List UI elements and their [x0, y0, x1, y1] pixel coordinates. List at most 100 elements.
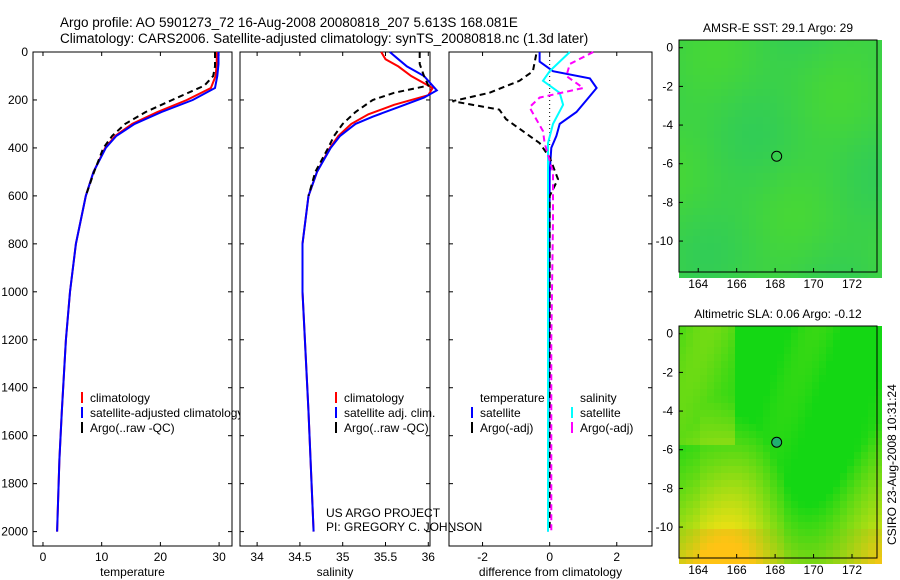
- heatmap-cell: [686, 382, 693, 389]
- heatmap-cell: [819, 403, 826, 410]
- heatmap-cell: [840, 403, 847, 410]
- heatmap-cell: [756, 326, 763, 333]
- heatmap-cell: [875, 166, 882, 173]
- heatmap-cell: [819, 117, 826, 124]
- heatmap-cell: [721, 347, 728, 354]
- heatmap-cell: [721, 326, 728, 333]
- heatmap-cell: [798, 403, 805, 410]
- heatmap-cell: [868, 459, 875, 466]
- heatmap-cell: [826, 501, 833, 508]
- heatmap-cell: [833, 417, 840, 424]
- map-title: AMSR-E SST: 29.1 Argo: 29: [703, 21, 853, 35]
- heatmap-cell: [875, 194, 882, 201]
- heatmap-cell: [693, 501, 700, 508]
- heatmap-cell: [791, 550, 798, 557]
- x-tick-label: 168: [765, 277, 785, 291]
- heatmap-cell: [840, 166, 847, 173]
- heatmap-cell: [756, 117, 763, 124]
- heatmap-cell: [728, 236, 735, 243]
- heatmap-cell: [756, 271, 763, 278]
- heatmap-cell: [868, 452, 875, 459]
- heatmap-cell: [868, 194, 875, 201]
- heatmap-cell: [784, 361, 791, 368]
- heatmap-cell: [805, 152, 812, 159]
- heatmap-cell: [707, 417, 714, 424]
- heatmap-cell: [875, 250, 882, 257]
- heatmap-cell: [840, 215, 847, 222]
- heatmap-cell: [714, 138, 721, 145]
- heatmap-cell: [847, 333, 854, 340]
- heatmap-cell: [707, 445, 714, 452]
- heatmap-cell: [728, 152, 735, 159]
- heatmap-cell: [721, 236, 728, 243]
- heatmap-cell: [861, 550, 868, 557]
- heatmap-cell: [826, 368, 833, 375]
- x-tick-label: 166: [727, 277, 747, 291]
- heatmap-cell: [784, 68, 791, 75]
- heatmap-cell: [756, 466, 763, 473]
- heatmap-cell: [763, 54, 770, 61]
- heatmap-cell: [798, 368, 805, 375]
- heatmap-cell: [833, 257, 840, 264]
- heatmap-cell: [763, 145, 770, 152]
- heatmap-cell: [700, 124, 707, 131]
- heatmap-cell: [742, 75, 749, 82]
- heatmap-cell: [770, 187, 777, 194]
- heatmap-cell: [784, 201, 791, 208]
- heatmap-cell: [735, 508, 742, 515]
- heatmap-cell: [854, 271, 861, 278]
- heatmap-cell: [875, 257, 882, 264]
- heatmap-cell: [742, 368, 749, 375]
- heatmap-cell: [686, 40, 693, 47]
- heatmap-cell: [798, 257, 805, 264]
- heatmap-cell: [805, 47, 812, 54]
- heatmap-cell: [749, 61, 756, 68]
- y-tick-label: 0: [666, 327, 673, 341]
- heatmap-cell: [805, 131, 812, 138]
- heatmap-cell: [693, 215, 700, 222]
- heatmap-cell: [840, 410, 847, 417]
- heatmap-cell: [742, 124, 749, 131]
- heatmap-cell: [847, 257, 854, 264]
- heatmap-cell: [819, 89, 826, 96]
- heatmap-cell: [686, 138, 693, 145]
- heatmap-cell: [770, 124, 777, 131]
- heatmap-cell: [700, 250, 707, 257]
- heatmap-cell: [735, 431, 742, 438]
- heatmap-cell: [770, 452, 777, 459]
- heatmap-cell: [840, 382, 847, 389]
- heatmap-cell: [847, 389, 854, 396]
- heatmap-cell: [728, 494, 735, 501]
- heatmap-cell: [868, 173, 875, 180]
- heatmap-cell: [770, 110, 777, 117]
- heatmap-cell: [826, 222, 833, 229]
- heatmap-cell: [728, 431, 735, 438]
- heatmap-cell: [812, 473, 819, 480]
- legend-header-salinity: salinity: [580, 391, 617, 405]
- heatmap-cell: [847, 368, 854, 375]
- heatmap-cell: [756, 68, 763, 75]
- heatmap-cell: [756, 445, 763, 452]
- heatmap-cell: [868, 424, 875, 431]
- heatmap-cell: [707, 487, 714, 494]
- heatmap-cell: [833, 124, 840, 131]
- heatmap-cell: [728, 396, 735, 403]
- heatmap-cell: [798, 333, 805, 340]
- heatmap-cell: [728, 410, 735, 417]
- heatmap-cell: [763, 382, 770, 389]
- heatmap-cell: [868, 382, 875, 389]
- heatmap-cell: [693, 368, 700, 375]
- heatmap-cell: [763, 515, 770, 522]
- heatmap-cell: [847, 166, 854, 173]
- heatmap-cell: [826, 131, 833, 138]
- heatmap-cell: [805, 438, 812, 445]
- heatmap-cell: [763, 550, 770, 557]
- heatmap-cell: [840, 431, 847, 438]
- map-heatmap-cells: [679, 326, 882, 564]
- heatmap-cell: [693, 68, 700, 75]
- heatmap-cell: [735, 550, 742, 557]
- heatmap-cell: [868, 40, 875, 47]
- heatmap-cell: [805, 243, 812, 250]
- heatmap-cell: [868, 501, 875, 508]
- heatmap-cell: [721, 131, 728, 138]
